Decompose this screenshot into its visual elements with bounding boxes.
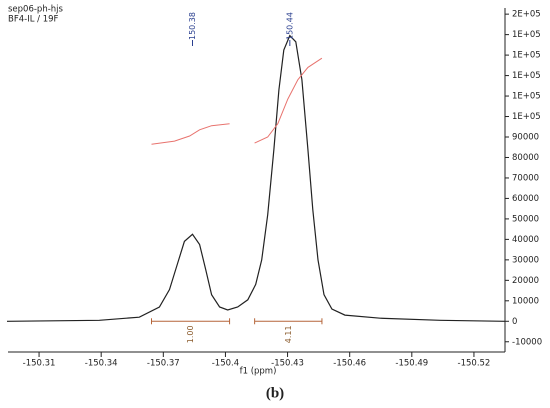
caption: (b) bbox=[266, 385, 284, 401]
y-tick-label: -10000 bbox=[512, 337, 542, 347]
y-tick-label: 70000 bbox=[512, 173, 539, 183]
x-tick-label: -150.4 bbox=[212, 359, 239, 369]
y-tick-label: 40000 bbox=[512, 235, 539, 245]
y-tick-label: 1E+05 bbox=[512, 92, 541, 102]
y-tick-label: 1E+05 bbox=[512, 51, 541, 61]
y-tick-label: 30000 bbox=[512, 255, 539, 265]
y-tick-label: 1E+05 bbox=[512, 30, 541, 40]
integral-curve bbox=[254, 57, 323, 144]
header-line: BF4-IL / 19F bbox=[8, 15, 59, 25]
x-tick-label: -150.37 bbox=[147, 359, 180, 369]
y-tick-label: 50000 bbox=[512, 214, 539, 224]
y-tick-label: 2E+05 bbox=[512, 10, 541, 20]
y-tick-label: 80000 bbox=[512, 153, 539, 163]
x-tick-label: -150.43 bbox=[271, 359, 304, 369]
x-axis-label: f1 (ppm) bbox=[240, 367, 277, 377]
peak-label: 150.44 bbox=[285, 12, 294, 40]
y-tick-label: 0 bbox=[512, 317, 517, 327]
y-tick-label: 10000 bbox=[512, 296, 539, 306]
y-tick-label: 1E+05 bbox=[512, 112, 541, 122]
integral-curve bbox=[151, 123, 230, 145]
y-tick-label: 1E+05 bbox=[512, 71, 541, 81]
x-tick-label: -150.34 bbox=[85, 359, 118, 369]
integral-label: 4.11 bbox=[284, 325, 293, 343]
x-tick-label: -150.31 bbox=[23, 359, 56, 369]
y-tick-label: 60000 bbox=[512, 194, 539, 204]
x-tick-label: -150.52 bbox=[458, 359, 491, 369]
y-tick-label: 90000 bbox=[512, 133, 539, 143]
integral-label: 1.00 bbox=[186, 325, 195, 343]
spectrum-line bbox=[6, 34, 506, 322]
x-tick-label: -150.46 bbox=[333, 359, 366, 369]
peak-label: 150.38 bbox=[188, 12, 197, 40]
header-line: sep06-ph-hjs bbox=[8, 5, 64, 15]
x-tick-label: -150.49 bbox=[395, 359, 428, 369]
y-tick-label: 20000 bbox=[512, 276, 539, 286]
